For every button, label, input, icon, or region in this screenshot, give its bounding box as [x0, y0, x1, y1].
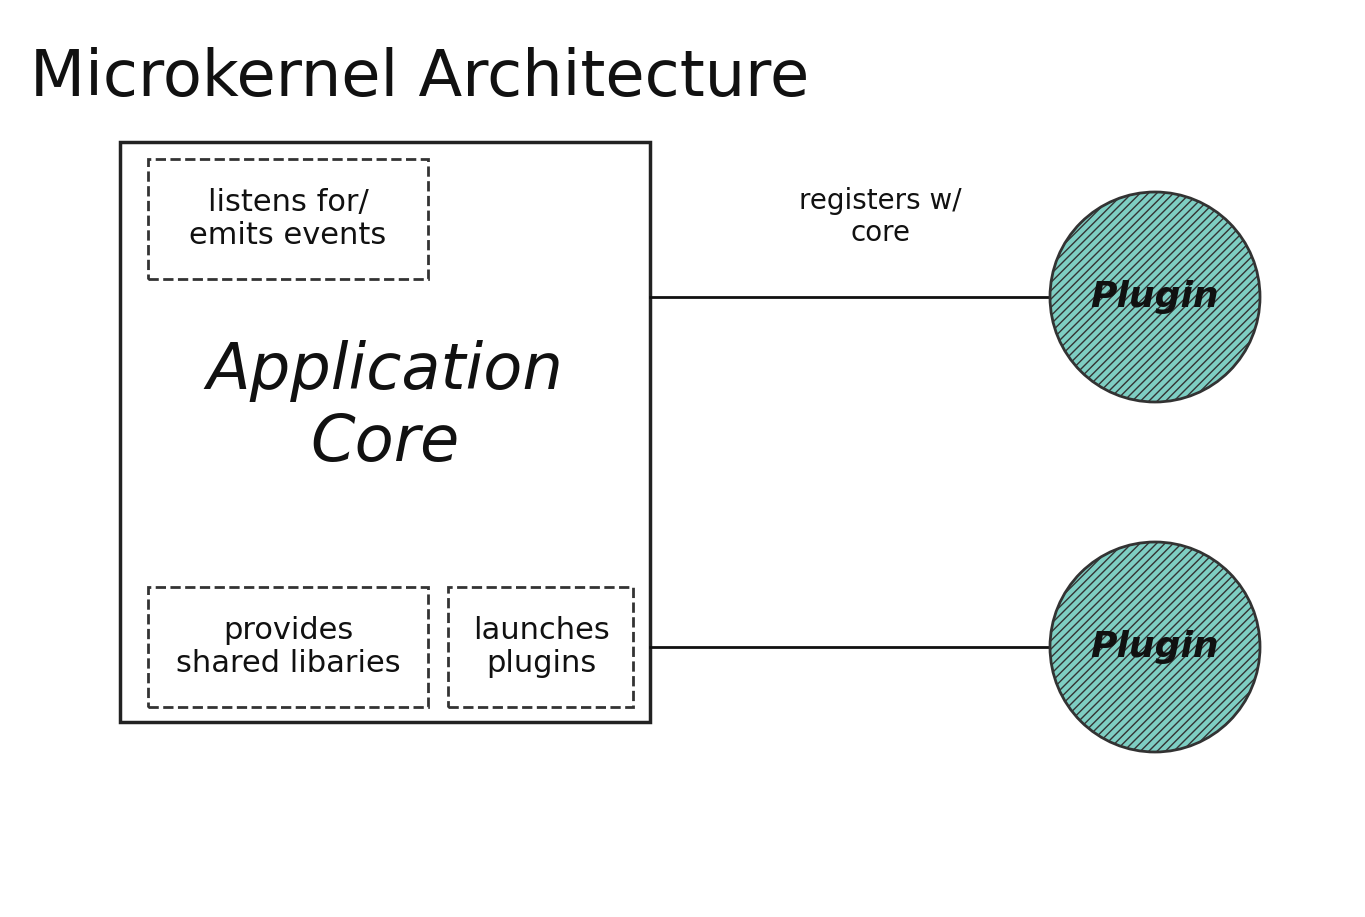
Text: listens for/
emits events: listens for/ emits events — [190, 188, 386, 250]
Text: launches
plugins: launches plugins — [472, 615, 609, 679]
Text: Microkernel Architecture: Microkernel Architecture — [30, 47, 809, 109]
Ellipse shape — [1050, 542, 1260, 752]
Bar — [147, 587, 429, 707]
Text: Plugin: Plugin — [1091, 630, 1219, 664]
Text: provides
shared libaries: provides shared libaries — [176, 615, 400, 679]
Ellipse shape — [1050, 192, 1260, 402]
Bar — [120, 142, 650, 722]
Text: Plugin: Plugin — [1091, 280, 1219, 314]
Bar — [448, 587, 633, 707]
Text: registers w/
core: registers w/ core — [799, 187, 961, 248]
Text: Application
Core: Application Core — [206, 340, 564, 474]
Bar — [147, 159, 429, 279]
